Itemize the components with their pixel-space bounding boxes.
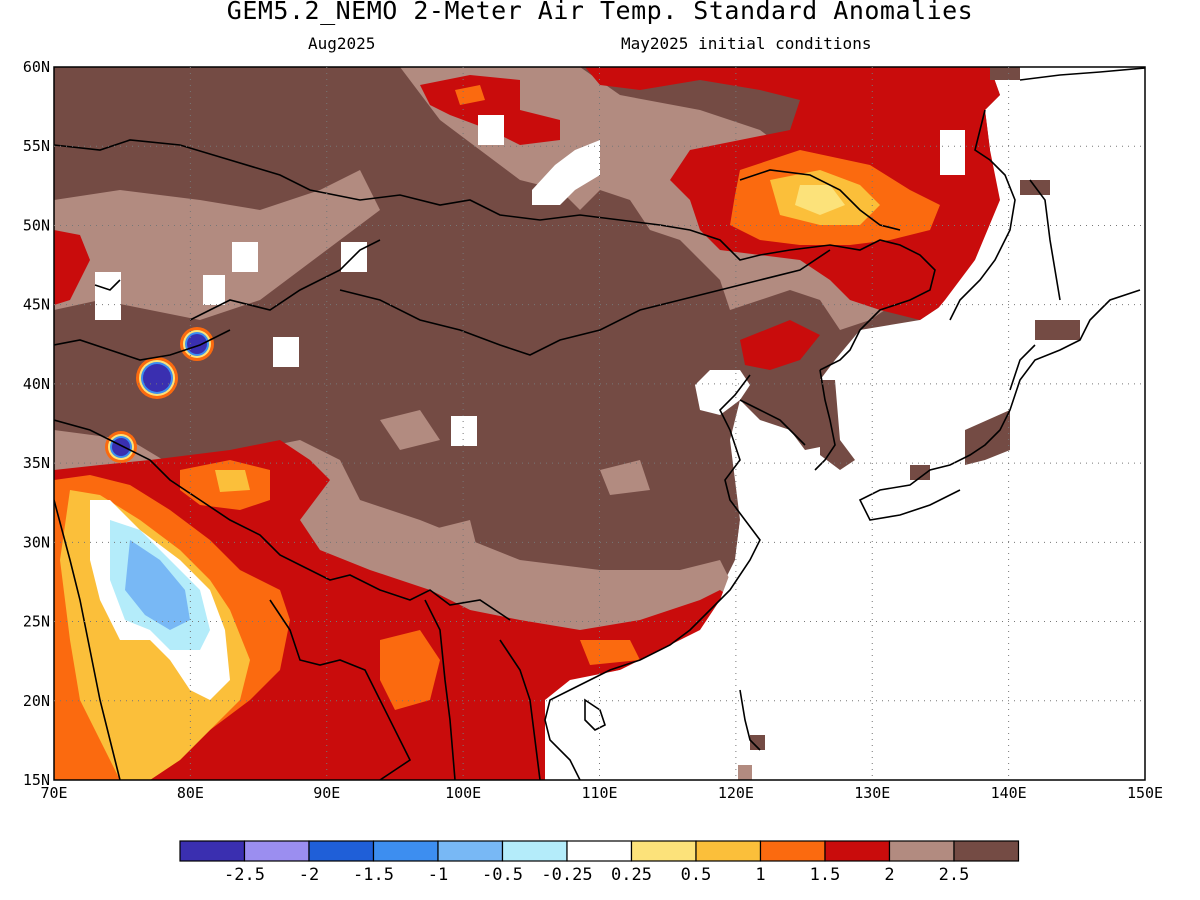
colorbar-swatch: [824, 840, 891, 862]
lon-tick-label: 100E: [445, 784, 481, 802]
lat-tick-label: 25N: [23, 613, 50, 631]
colorbar-label: -2: [299, 865, 319, 885]
forecast-period: Aug2025: [308, 34, 376, 53]
lon-tick-label: 130E: [854, 784, 890, 802]
negative-region-india: [125, 540, 190, 630]
longitude-labels: 70E 80E 90E 100E 110E 120E 130E 140E 150E: [40, 784, 1163, 802]
lon-tick-label: 120E: [718, 784, 754, 802]
lat-tick-label: 15N: [23, 771, 50, 789]
gridlines: [54, 67, 1145, 780]
map-title: GEM5.2_NEMO 2-Meter Air Temp. Standard A…: [226, 0, 974, 25]
cold-spots: [105, 327, 214, 463]
colorbar-label: -0.5: [482, 865, 523, 885]
initial-conditions: May2025 initial conditions: [621, 34, 872, 53]
colorbar-label: 1.5: [810, 865, 841, 885]
lat-tick-label: 40N: [23, 375, 50, 393]
lat-tick-label: 55N: [23, 137, 50, 155]
lat-tick-label: 50N: [23, 216, 50, 234]
colorbar-swatch: [888, 840, 955, 862]
colorbar-swatch: [179, 840, 246, 862]
colorbar-label: -1.5: [353, 865, 394, 885]
colorbar-label: -1: [428, 865, 448, 885]
colorbar-swatch: [953, 840, 1020, 862]
colorbar-label: 2: [884, 865, 894, 885]
colorbar-label: -2.5: [224, 865, 265, 885]
ocean-east: [545, 67, 1145, 780]
colorbar-label: 0.25: [611, 865, 652, 885]
colorbar-swatch: [759, 840, 826, 862]
colorbar-swatch: [501, 840, 568, 862]
colorbar-swatch: [695, 840, 762, 862]
lon-tick-label: 150E: [1127, 784, 1163, 802]
lat-tick-label: 20N: [23, 692, 50, 710]
lon-tick-label: 80E: [177, 784, 204, 802]
lon-tick-label: 140E: [991, 784, 1027, 802]
colorbar-label: 2.5: [939, 865, 970, 885]
lat-tick-label: 45N: [23, 296, 50, 314]
colorbar-swatch: [308, 840, 375, 862]
lat-tick-label: 35N: [23, 454, 50, 472]
masked-lakes: [95, 115, 965, 446]
lon-tick-label: 110E: [581, 784, 617, 802]
colorbar: -2.5 -2 -1.5 -1 -0.5 -0.25 0.25 0.5 1 1.5 2 2.5: [179, 840, 1020, 885]
lat-tick-label: 60N: [23, 58, 50, 76]
colorbar-swatch: [630, 840, 697, 862]
lat-tick-label: 30N: [23, 533, 50, 551]
colorbar-swatch: [437, 840, 504, 862]
colorbar-swatch: [243, 840, 310, 862]
lon-tick-label: 70E: [40, 784, 67, 802]
colorbar-label: 1: [755, 865, 765, 885]
colorbar-label: 0.5: [681, 865, 712, 885]
coastlines: [54, 67, 1145, 780]
latitude-labels: 60N 55N 50N 45N 40N 35N 30N 25N 20N 15N: [23, 58, 50, 789]
lon-tick-label: 90E: [313, 784, 340, 802]
colorbar-swatch: [566, 840, 633, 862]
colorbar-swatch: [372, 840, 439, 862]
colorbar-label: -0.25: [541, 865, 592, 885]
